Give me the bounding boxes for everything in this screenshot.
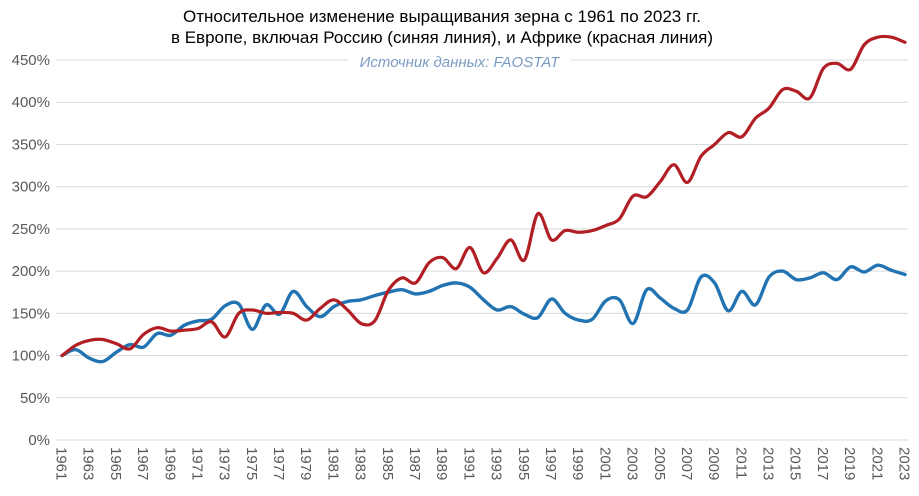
y-tick-label-0: 0% <box>28 432 50 449</box>
x-tick-label-1971: 1971 <box>189 447 206 480</box>
x-tick-label-2007: 2007 <box>678 447 695 480</box>
x-tick-label-2023: 2023 <box>896 447 913 480</box>
x-tick-label-2005: 2005 <box>651 447 668 480</box>
y-tick-label-350: 350% <box>12 136 50 153</box>
x-tick-label-1993: 1993 <box>488 447 505 480</box>
x-tick-label-2009: 2009 <box>705 447 722 480</box>
gridlines <box>56 59 908 441</box>
x-tick-label-2015: 2015 <box>787 447 804 480</box>
x-tick-label-1977: 1977 <box>270 447 287 480</box>
x-tick-label-2019: 2019 <box>841 447 858 480</box>
y-tick-label-50: 50% <box>20 390 50 407</box>
y-tick-label-300: 300% <box>12 179 50 196</box>
x-tick-label-1999: 1999 <box>569 447 586 480</box>
chart-title-line1: Относительное изменение выращивания зерн… <box>182 7 702 26</box>
x-tick-label-2017: 2017 <box>814 447 831 480</box>
x-tick-label-2003: 2003 <box>624 447 641 480</box>
x-tick-label-2011: 2011 <box>732 447 749 479</box>
x-tick-label-1975: 1975 <box>243 447 260 480</box>
x-tick-label-1973: 1973 <box>216 447 233 480</box>
x-tick-label-2001: 2001 <box>596 447 613 480</box>
series-line-europe <box>60 263 907 364</box>
x-tick-label-1969: 1969 <box>161 447 178 480</box>
x-tick-label-1961: 1961 <box>53 447 70 480</box>
y-axis-labels: 0% 50% 100% 150% 200% 250% 300% 350% 400% 450% <box>12 52 50 449</box>
x-tick-label-1965: 1965 <box>107 447 124 480</box>
y-tick-label-250: 250% <box>12 221 50 238</box>
series-line-africa <box>60 34 907 358</box>
y-tick-label-400: 400% <box>12 94 50 111</box>
x-tick-label-1963: 1963 <box>80 447 97 480</box>
chart-title-line2: в Европе, включая Россию (синяя линия), … <box>170 28 714 47</box>
x-tick-label-1991: 1991 <box>460 447 477 480</box>
x-tick-label-1995: 1995 <box>515 447 532 480</box>
x-tick-label-1987: 1987 <box>406 447 423 480</box>
x-tick-label-1967: 1967 <box>134 447 151 480</box>
y-tick-label-100: 100% <box>12 348 50 365</box>
x-tick-label-2013: 2013 <box>760 447 777 480</box>
y-tick-label-450: 450% <box>12 52 50 69</box>
y-tick-label-200: 200% <box>12 263 50 280</box>
x-tick-label-1989: 1989 <box>433 447 450 480</box>
x-tick-label-1981: 1981 <box>324 447 341 480</box>
y-tick-label-150: 150% <box>12 305 50 322</box>
x-tick-label-1983: 1983 <box>352 447 369 480</box>
x-tick-label-1985: 1985 <box>379 447 396 480</box>
x-tick-label-1979: 1979 <box>297 447 314 480</box>
x-tick-label-2021: 2021 <box>868 447 885 480</box>
chart-title: Относительное изменение выращивания зерн… <box>0 6 884 48</box>
x-tick-label-1997: 1997 <box>542 447 559 480</box>
chart-subtitle-row: Источник данных: FAOSTAT <box>0 54 919 72</box>
chart-subtitle: Источник данных: FAOSTAT <box>347 54 572 71</box>
x-axis-labels: 1961 1963 1965 1967 1969 1971 1973 1975 1977 1979… <box>53 447 913 480</box>
